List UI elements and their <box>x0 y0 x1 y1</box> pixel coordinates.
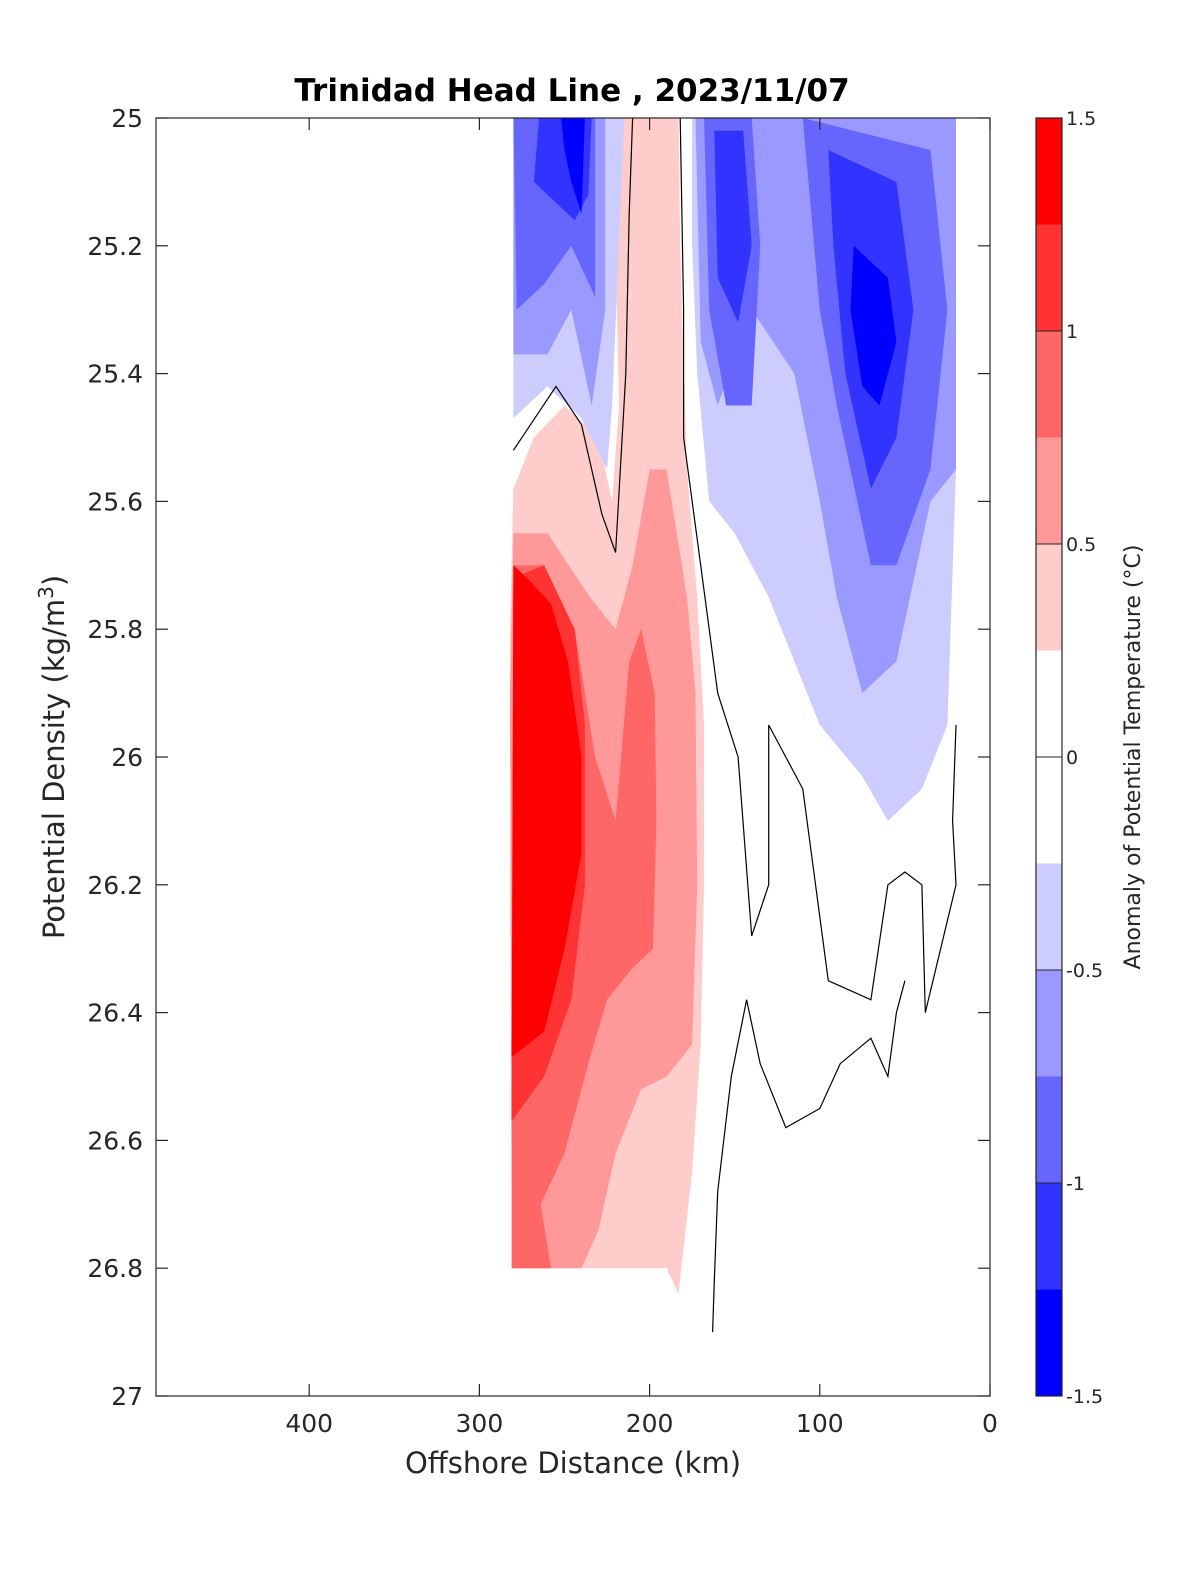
x-axis-label: Offshore Distance (km) <box>405 1446 741 1480</box>
y-tick-label: 26 <box>111 743 143 772</box>
contour-region-16 <box>850 245 897 406</box>
x-tick-label: 400 <box>285 1409 333 1438</box>
y-axis-label-main: Potential Density (kg/m <box>37 599 71 939</box>
colorbar-tick-label: 0.5 <box>1066 534 1096 556</box>
colorbar-tick-label: -0.5 <box>1066 960 1103 982</box>
colorbar-segment-2 <box>1036 331 1062 438</box>
colorbar-label: Anomaly of Potential Temperature (°C) <box>1121 545 1146 970</box>
colorbar <box>1035 117 1063 1397</box>
colorbar-ticks: 1.5 1 0.5 0 -0.5 -1 -1.5 <box>1036 108 1103 1408</box>
colorbar-segment-0 <box>1036 118 1062 225</box>
contour-line-0 <box>512 118 634 553</box>
contour-region-14 <box>714 130 752 323</box>
x-tick-label: 300 <box>456 1409 504 1438</box>
y-axis-label: Potential Density (kg/m3) <box>34 575 71 939</box>
y-axis: 25 25.2 25.4 25.6 25.8 26 26.2 26.4 26.6 26.8 27 <box>87 104 990 1411</box>
y-tick-label: 25.6 <box>87 487 143 516</box>
contour-fills <box>510 118 956 1294</box>
colorbar-segment-3 <box>1036 437 1062 545</box>
contour-region-9 <box>561 118 585 214</box>
contour-region-4 <box>511 565 582 1058</box>
y-axis-label-close: ) <box>37 575 71 586</box>
contour-lines <box>512 118 957 1333</box>
contour-line-2 <box>712 980 906 1333</box>
y-tick-label: 25 <box>111 104 143 133</box>
colorbar-segment-7 <box>1036 970 1062 1077</box>
colorbar-segment-4 <box>1036 544 1062 651</box>
colorbar-tick-label: -1.5 <box>1066 1386 1103 1408</box>
y-tick-label: 25.8 <box>87 615 143 644</box>
x-tick-label: 100 <box>796 1409 844 1438</box>
colorbar-segment-9 <box>1036 1183 1062 1290</box>
colorbar-tick-label: 1.5 <box>1066 108 1096 130</box>
colorbar-segment-8 <box>1036 1076 1062 1184</box>
y-axis-label-superscript: 3 <box>34 586 58 599</box>
x-tick-label: 200 <box>626 1409 674 1438</box>
x-axis: 400 300 200 100 0 <box>285 118 998 1438</box>
x-tick-label: 0 <box>982 1409 998 1438</box>
colorbar-segment-6 <box>1036 863 1062 971</box>
y-tick-label: 27 <box>111 1382 143 1411</box>
y-tick-label: 26.2 <box>87 871 143 900</box>
colorbar-segment-10 <box>1036 1289 1062 1397</box>
contour-line-1 <box>679 118 957 1013</box>
y-tick-label: 25.2 <box>87 232 143 261</box>
colorbar-segment-1 <box>1036 224 1062 332</box>
chart-title: Trinidad Head Line , 2023/11/07 <box>294 73 849 109</box>
colorbar-tick-label: 1 <box>1066 321 1078 343</box>
y-tick-label: 26.6 <box>87 1126 143 1155</box>
colorbar-tick-label: 0 <box>1066 747 1078 769</box>
y-tick-label: 26.8 <box>87 1254 143 1283</box>
y-tick-label: 25.4 <box>87 360 143 389</box>
y-tick-label: 26.4 <box>87 999 143 1028</box>
colorbar-tick-label: -1 <box>1066 1173 1085 1195</box>
